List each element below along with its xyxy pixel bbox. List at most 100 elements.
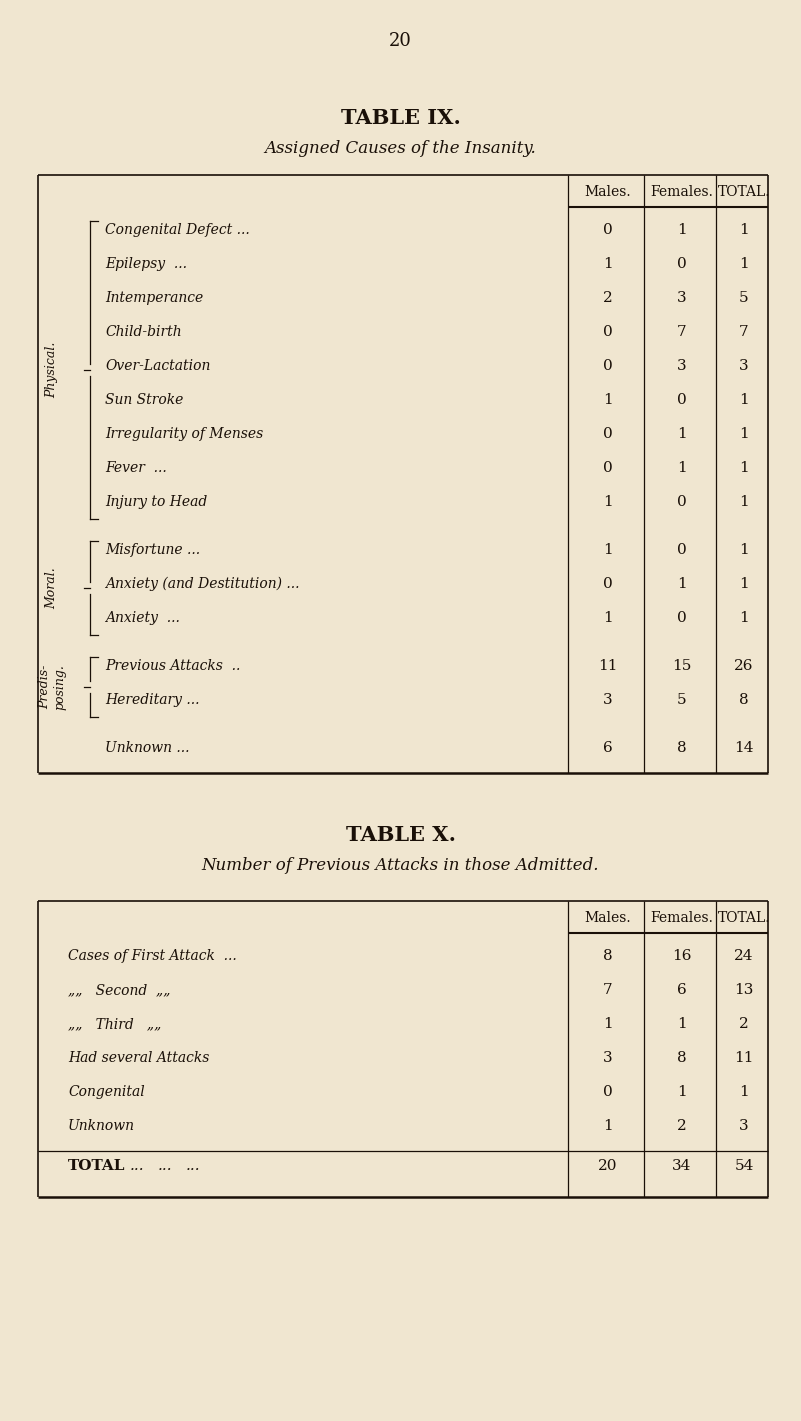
Text: Had several Attacks: Had several Attacks — [68, 1052, 209, 1064]
Text: 54: 54 — [735, 1160, 754, 1172]
Text: 0: 0 — [677, 543, 687, 557]
Text: Males.: Males. — [585, 911, 631, 925]
Text: 3: 3 — [739, 360, 749, 372]
Text: 5: 5 — [739, 291, 749, 306]
Text: 1: 1 — [677, 577, 687, 591]
Text: Congenital: Congenital — [68, 1086, 145, 1098]
Text: 3: 3 — [603, 1052, 613, 1064]
Text: Over-Lactation: Over-Lactation — [105, 360, 211, 372]
Text: 1: 1 — [603, 1017, 613, 1032]
Text: 8: 8 — [677, 740, 686, 755]
Text: 16: 16 — [672, 949, 692, 963]
Text: Congenital Defect ...: Congenital Defect ... — [105, 223, 250, 237]
Text: Females.: Females. — [650, 911, 714, 925]
Text: „„   Second  „„: „„ Second „„ — [68, 983, 171, 998]
Text: 20: 20 — [389, 33, 412, 50]
Text: Unknown ...: Unknown ... — [105, 740, 190, 755]
Text: 1: 1 — [739, 611, 749, 625]
Text: Males.: Males. — [585, 185, 631, 199]
Text: 0: 0 — [603, 577, 613, 591]
Text: 3: 3 — [677, 291, 686, 306]
Text: 2: 2 — [739, 1017, 749, 1032]
Text: 1: 1 — [739, 495, 749, 509]
Text: Predis-
posing.: Predis- posing. — [38, 664, 66, 710]
Text: 34: 34 — [672, 1160, 692, 1172]
Text: 0: 0 — [603, 325, 613, 340]
Text: Anxiety (and Destitution) ...: Anxiety (and Destitution) ... — [105, 577, 300, 591]
Text: TOTAL: TOTAL — [68, 1160, 126, 1172]
Text: 1: 1 — [677, 1086, 687, 1098]
Text: Number of Previous Attacks in those Admitted.: Number of Previous Attacks in those Admi… — [202, 857, 599, 874]
Text: 1: 1 — [677, 460, 687, 475]
Text: Hereditary ...: Hereditary ... — [105, 693, 199, 708]
Text: 5: 5 — [677, 693, 686, 708]
Text: Epilepsy  ...: Epilepsy ... — [105, 257, 187, 271]
Text: Previous Attacks  ..: Previous Attacks .. — [105, 659, 240, 674]
Text: 1: 1 — [739, 223, 749, 237]
Text: 6: 6 — [603, 740, 613, 755]
Text: 24: 24 — [735, 949, 754, 963]
Text: Irregularity of Menses: Irregularity of Menses — [105, 426, 264, 441]
Text: 0: 0 — [677, 495, 687, 509]
Text: Child-birth: Child-birth — [105, 325, 182, 340]
Text: ...: ... — [130, 1160, 145, 1172]
Text: 20: 20 — [598, 1160, 618, 1172]
Text: 1: 1 — [677, 426, 687, 441]
Text: Fever  ...: Fever ... — [105, 460, 167, 475]
Text: 3: 3 — [739, 1118, 749, 1133]
Text: 7: 7 — [739, 325, 749, 340]
Text: 8: 8 — [603, 949, 613, 963]
Text: Physical.: Physical. — [46, 342, 58, 398]
Text: 7: 7 — [677, 325, 686, 340]
Text: Intemperance: Intemperance — [105, 291, 203, 306]
Text: 0: 0 — [603, 460, 613, 475]
Text: 3: 3 — [603, 693, 613, 708]
Text: 1: 1 — [603, 543, 613, 557]
Text: 1: 1 — [603, 257, 613, 271]
Text: 1: 1 — [677, 1017, 687, 1032]
Text: TABLE IX.: TABLE IX. — [340, 108, 461, 128]
Text: 8: 8 — [739, 693, 749, 708]
Text: 15: 15 — [672, 659, 692, 674]
Text: 0: 0 — [677, 611, 687, 625]
Text: 1: 1 — [739, 577, 749, 591]
Text: 0: 0 — [603, 426, 613, 441]
Text: Assigned Causes of the Insanity.: Assigned Causes of the Insanity. — [264, 141, 537, 156]
Text: TOTAL.: TOTAL. — [718, 911, 771, 925]
Text: Anxiety  ...: Anxiety ... — [105, 611, 180, 625]
Text: 1: 1 — [739, 426, 749, 441]
Text: 0: 0 — [603, 1086, 613, 1098]
Text: 2: 2 — [677, 1118, 687, 1133]
Text: 0: 0 — [603, 360, 613, 372]
Text: 0: 0 — [677, 257, 687, 271]
Text: 7: 7 — [603, 983, 613, 998]
Text: 14: 14 — [735, 740, 754, 755]
Text: 11: 11 — [735, 1052, 754, 1064]
Text: „„   Third   „„: „„ Third „„ — [68, 1017, 161, 1032]
Text: TOTAL.: TOTAL. — [718, 185, 771, 199]
Text: 1: 1 — [603, 1118, 613, 1133]
Text: Cases of First Attack  ...: Cases of First Attack ... — [68, 949, 237, 963]
Text: 1: 1 — [739, 460, 749, 475]
Text: 1: 1 — [739, 257, 749, 271]
Text: Females.: Females. — [650, 185, 714, 199]
Text: ...: ... — [186, 1160, 200, 1172]
Text: 3: 3 — [677, 360, 686, 372]
Text: 1: 1 — [739, 543, 749, 557]
Text: TABLE X.: TABLE X. — [345, 826, 456, 845]
Text: Moral.: Moral. — [46, 567, 58, 608]
Text: 8: 8 — [677, 1052, 686, 1064]
Text: 1: 1 — [739, 394, 749, 406]
Text: 6: 6 — [677, 983, 687, 998]
Text: 1: 1 — [677, 223, 687, 237]
Text: 13: 13 — [735, 983, 754, 998]
Text: 2: 2 — [603, 291, 613, 306]
Text: Sun Stroke: Sun Stroke — [105, 394, 183, 406]
Text: 1: 1 — [603, 394, 613, 406]
Text: 0: 0 — [677, 394, 687, 406]
Text: ...: ... — [158, 1160, 173, 1172]
Text: 0: 0 — [603, 223, 613, 237]
Text: 26: 26 — [735, 659, 754, 674]
Text: 1: 1 — [603, 495, 613, 509]
Text: 1: 1 — [603, 611, 613, 625]
